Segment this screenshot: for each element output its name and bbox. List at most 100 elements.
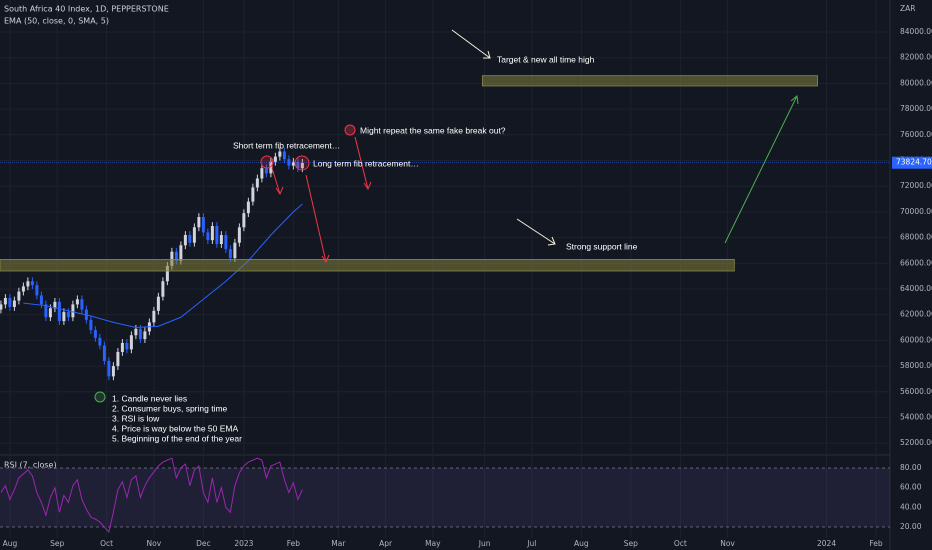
candle-body	[30, 281, 34, 286]
rsi-label: RSI (7, close)	[4, 461, 57, 470]
candle-body	[287, 159, 291, 166]
candle-body	[188, 235, 192, 243]
y-tick-label: 62000.00	[900, 310, 932, 319]
x-tick-label: Oct	[674, 539, 687, 548]
candle-body	[264, 168, 268, 174]
candle-body	[206, 232, 210, 241]
arrow	[451, 29, 491, 59]
rsi-band	[0, 467, 890, 527]
candle-body	[66, 312, 70, 318]
rsi-tick-label: 20.00	[900, 522, 922, 531]
x-tick-label: Mar	[331, 539, 346, 548]
zone	[481, 75, 818, 87]
candle-body	[120, 342, 124, 352]
candle-body	[273, 156, 277, 162]
candle-body	[134, 328, 138, 336]
chart-title: South Africa 40 Index, 1D, PEPPERSTONE	[4, 5, 169, 14]
candle-body	[3, 297, 7, 305]
candle-body	[170, 251, 174, 266]
candle-body	[39, 295, 43, 305]
candle-body	[192, 227, 196, 243]
ema-line	[23, 203, 303, 329]
x-tick-label: Oct	[100, 539, 113, 548]
x-tick-label: Dec	[196, 539, 211, 548]
candle-body	[156, 296, 160, 311]
candle-body	[89, 319, 93, 331]
rsi-tick-label: 40.00	[900, 502, 922, 511]
candle-body	[278, 151, 282, 157]
y-tick-label: 54000.00	[900, 412, 932, 421]
candle-body	[35, 285, 39, 296]
candle-body	[62, 312, 66, 322]
arrow-head	[483, 50, 491, 59]
x-tick-label: Feb	[287, 539, 301, 548]
candle-body	[12, 300, 16, 307]
candle-body	[183, 235, 187, 246]
candle-body	[282, 151, 286, 160]
candle-body	[228, 249, 232, 259]
candle-body	[116, 351, 120, 367]
price-pane	[0, 0, 890, 538]
candle-body	[57, 301, 61, 322]
x-tick-label: Aug	[574, 539, 589, 548]
last-price-label: 73824.70	[896, 158, 932, 167]
candle-body	[242, 213, 246, 228]
candle-body	[125, 342, 129, 350]
candle-body	[174, 251, 178, 261]
candle-body	[17, 291, 21, 301]
drawings	[94, 29, 799, 403]
marker-circle	[94, 391, 106, 403]
annotation: Short term fib retracement…	[233, 140, 340, 150]
candle-body	[53, 301, 57, 309]
rsi-line	[0, 457, 303, 533]
candle-body	[219, 235, 223, 245]
candle-body	[0, 304, 3, 310]
candle-body	[8, 297, 12, 307]
candle-body	[201, 217, 205, 233]
rsi-tick-label: 80.00	[900, 463, 922, 472]
candle-body	[48, 308, 52, 318]
note: 2. Consumer buys, spring time	[112, 403, 228, 413]
candle-body	[260, 168, 264, 179]
x-tick-label: Jun	[478, 539, 491, 548]
arrow-head	[275, 186, 284, 196]
y-tick-label: 82000.00	[900, 53, 932, 62]
candle-body	[129, 335, 133, 350]
candle-body	[98, 337, 102, 346]
arrow	[724, 95, 798, 244]
arrow-head	[321, 254, 330, 264]
note: 3. RSI is low	[112, 413, 160, 423]
currency: ZAR	[900, 4, 915, 13]
marker-circle	[344, 124, 356, 136]
zones	[0, 75, 818, 272]
x-tick-label: Feb	[869, 539, 883, 548]
arrow	[271, 167, 281, 195]
candle-body	[269, 161, 273, 174]
y-tick-label: 60000.00	[900, 335, 932, 344]
zone	[0, 259, 735, 272]
arrow-head	[547, 236, 556, 246]
y-tick-label: 80000.00	[900, 78, 932, 87]
y-tick-label: 76000.00	[900, 130, 932, 139]
annotation: Might repeat the same fake break out?	[360, 125, 506, 135]
candle-body	[210, 226, 214, 241]
y-tick-label: 56000.00	[900, 387, 932, 396]
y-tick-label: 72000.00	[900, 181, 932, 190]
candle-body	[165, 265, 169, 282]
y-tick-label: 68000.00	[900, 233, 932, 242]
arrow	[354, 136, 369, 190]
marker-circle	[294, 155, 310, 171]
candle-body	[197, 217, 201, 228]
y-tick-label: 78000.00	[900, 104, 932, 113]
candle-body	[233, 242, 237, 259]
x-tick-label: Sep	[624, 539, 638, 548]
x-tick-label: Jul	[526, 539, 536, 548]
candle-body	[93, 330, 97, 338]
candle-body	[255, 178, 259, 188]
arrow	[516, 218, 556, 245]
candle-body	[291, 161, 295, 166]
candle-body	[251, 187, 255, 202]
annotation: Target & new all time high	[497, 54, 595, 64]
candle-body	[237, 227, 241, 243]
indicator-label: EMA (50, close, 0, SMA, 5)	[4, 17, 109, 26]
